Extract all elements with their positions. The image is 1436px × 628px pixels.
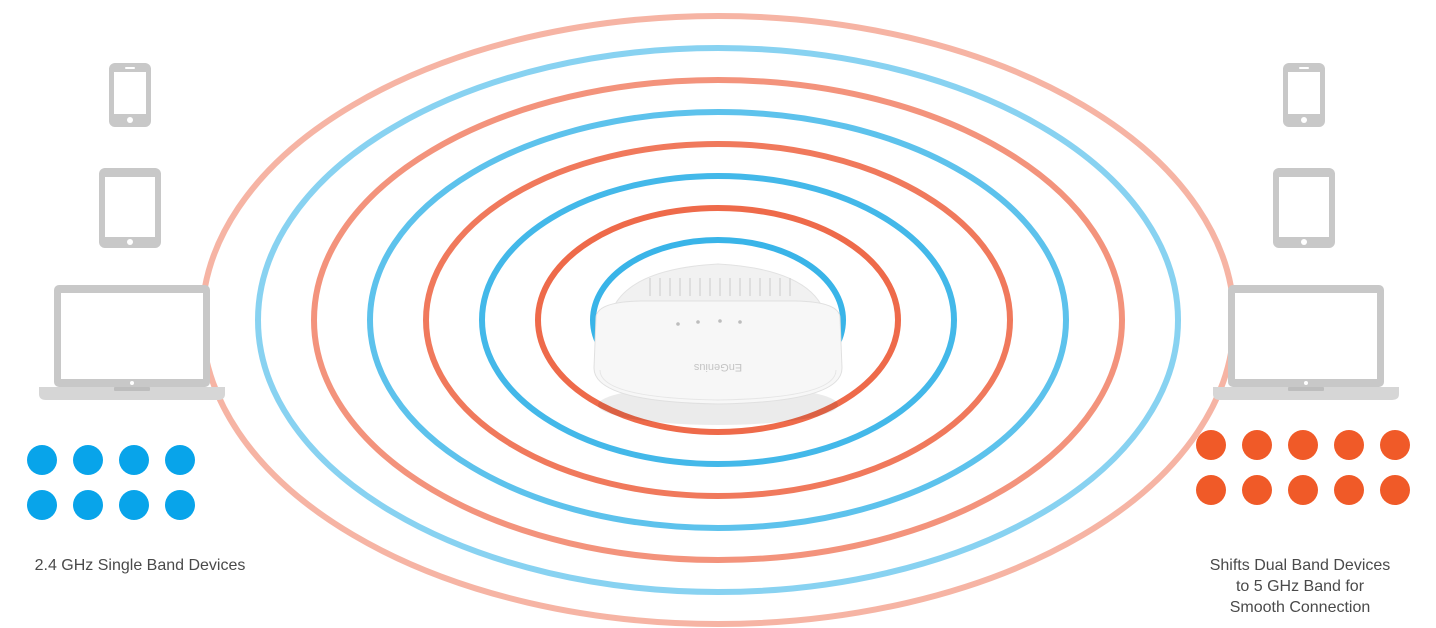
dual-band-caption-line: Shifts Dual Band Devices: [1209, 557, 1391, 574]
device-dot: [1288, 475, 1318, 505]
device-dot: [1242, 430, 1272, 460]
device-dot: [1196, 430, 1226, 460]
device-dot: [73, 445, 103, 475]
device-dot: [27, 490, 57, 520]
device-dot: [1288, 430, 1318, 460]
device-dot: [73, 490, 103, 520]
device-dot: [119, 445, 149, 475]
device-dot: [1196, 475, 1226, 505]
tablet-icon: [99, 168, 161, 248]
device-dot: [1380, 475, 1410, 505]
smartphone-icon: [1283, 63, 1325, 127]
device-dot: [165, 445, 195, 475]
dual-band-caption-line: Smooth Connection: [1229, 599, 1371, 616]
signal-ring-5ghz: [423, 141, 1013, 499]
signal-ring-2-4ghz: [255, 45, 1181, 595]
device-dot: [1334, 475, 1364, 505]
laptop-icon: [1213, 285, 1399, 400]
device-dot: [1380, 430, 1410, 460]
device-dot: [165, 490, 195, 520]
laptop-icon: [39, 285, 225, 400]
device-logo: EnGenius: [693, 361, 742, 373]
device-dot: [27, 445, 57, 475]
single-band-device-dots: [27, 445, 197, 521]
signal-ring-2-4ghz: [367, 109, 1069, 531]
tablet-icon: [1273, 168, 1335, 248]
device-dot: [1242, 475, 1272, 505]
device-dot: [119, 490, 149, 520]
dual-band-caption-line: to 5 GHz Band for: [1235, 578, 1365, 595]
device-dot: [1334, 430, 1364, 460]
dual-band-caption: Shifts Dual Band Devices to 5 GHz Band f…: [1165, 555, 1435, 618]
access-point-icon: EnGenius: [593, 263, 843, 425]
signal-ring-2-4ghz: [479, 173, 957, 467]
smartphone-icon: [109, 63, 151, 127]
signal-ring-5ghz: [311, 77, 1125, 563]
single-band-caption: 2.4 GHz Single Band Devices: [34, 557, 246, 574]
signal-ring-5ghz: [535, 205, 901, 435]
dual-band-device-dots: [1196, 430, 1416, 506]
